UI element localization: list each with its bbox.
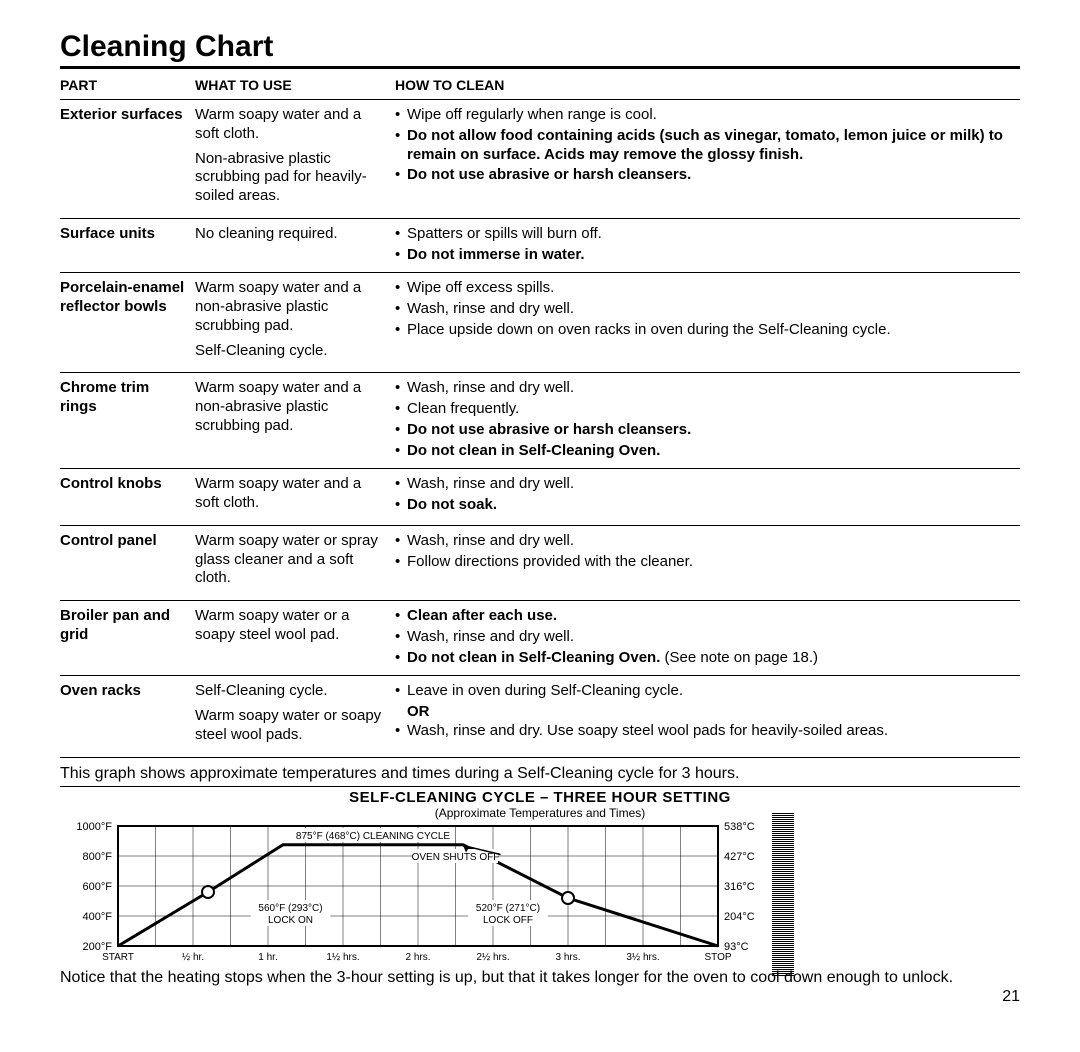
cell-part: Chrome trim rings: [60, 373, 195, 469]
table-row: Surface unitsNo cleaning required.Spatte…: [60, 218, 1020, 273]
svg-text:800°F: 800°F: [83, 851, 113, 863]
cell-use: Warm soapy water or a soapy steel wool p…: [195, 601, 395, 676]
table-row: Exterior surfacesWarm soapy water and a …: [60, 100, 1020, 219]
svg-text:3½ hrs.: 3½ hrs.: [626, 952, 659, 963]
svg-text:OVEN SHUTS OFF: OVEN SHUTS OFF: [412, 852, 500, 863]
svg-text:LOCK ON: LOCK ON: [268, 915, 313, 926]
cell-use: No cleaning required.: [195, 218, 395, 273]
svg-text:2 hrs.: 2 hrs.: [405, 952, 430, 963]
cell-part: Surface units: [60, 218, 195, 273]
svg-text:3 hrs.: 3 hrs.: [555, 952, 580, 963]
graph-intro: This graph shows approximate temperature…: [60, 764, 1020, 784]
cell-how: Wash, rinse and dry well.Follow directio…: [395, 525, 1020, 600]
cell-how: Wipe off excess spills.Wash, rinse and d…: [395, 273, 1020, 373]
svg-text:538°C: 538°C: [724, 822, 755, 833]
cell-part: Oven racks: [60, 676, 195, 757]
cell-part: Control knobs: [60, 469, 195, 526]
svg-text:1 hr.: 1 hr.: [258, 952, 277, 963]
graph-footnote: Notice that the heating stops when the 3…: [60, 968, 1020, 988]
table-row: Porcelain-enamel reflector bowlsWarm soa…: [60, 273, 1020, 373]
graph-subtitle: (Approximate Temperatures and Times): [60, 806, 1020, 820]
svg-text:1½ hrs.: 1½ hrs.: [326, 952, 359, 963]
cell-how: Wipe off regularly when range is cool.Do…: [395, 100, 1020, 219]
svg-text:875°F (468°C) CLEANING CYCLE: 875°F (468°C) CLEANING CYCLE: [296, 831, 450, 842]
cell-how: Wash, rinse and dry well.Clean frequentl…: [395, 373, 1020, 469]
page-edge-texture: [772, 812, 794, 976]
svg-text:400°F: 400°F: [83, 911, 113, 923]
svg-text:1000°F: 1000°F: [76, 822, 112, 833]
svg-text:½ hr.: ½ hr.: [182, 952, 204, 963]
col-part: PART: [60, 73, 195, 100]
cell-use: Self-Cleaning cycle.Warm soapy water or …: [195, 676, 395, 757]
cell-use: Warm soapy water and a soft cloth.: [195, 469, 395, 526]
cleaning-chart-table: PART WHAT TO USE HOW TO CLEAN Exterior s…: [60, 73, 1020, 758]
svg-text:520°F (271°C): 520°F (271°C): [476, 903, 540, 914]
table-row: Control panelWarm soapy water or spray g…: [60, 525, 1020, 600]
table-row: Chrome trim ringsWarm soapy water and a …: [60, 373, 1020, 469]
self-clean-chart: 1000°F800°F600°F400°F200°F538°C427°C316°…: [60, 822, 768, 966]
cell-use: Warm soapy water and a non-abrasive plas…: [195, 373, 395, 469]
page-number: 21: [60, 988, 1020, 1006]
table-row: Control knobsWarm soapy water and a soft…: [60, 469, 1020, 526]
graph-title: SELF-CLEANING CYCLE – THREE HOUR SETTING: [60, 786, 1020, 806]
svg-text:2½ hrs.: 2½ hrs.: [476, 952, 509, 963]
svg-text:START: START: [102, 952, 134, 963]
col-use: WHAT TO USE: [195, 73, 395, 100]
svg-text:427°C: 427°C: [724, 851, 755, 863]
cell-part: Exterior surfaces: [60, 100, 195, 219]
cell-part: Porcelain-enamel reflector bowls: [60, 273, 195, 373]
svg-text:600°F: 600°F: [83, 881, 113, 893]
cell-how: Leave in oven during Self-Cleaning cycle…: [395, 676, 1020, 757]
cell-part: Broiler pan and grid: [60, 601, 195, 676]
table-row: Oven racksSelf-Cleaning cycle.Warm soapy…: [60, 676, 1020, 757]
svg-text:316°C: 316°C: [724, 881, 755, 893]
cell-use: Warm soapy water and a soft cloth.Non-ab…: [195, 100, 395, 219]
table-row: Broiler pan and gridWarm soapy water or …: [60, 601, 1020, 676]
cell-how: Spatters or spills will burn off.Do not …: [395, 218, 1020, 273]
svg-text:204°C: 204°C: [724, 911, 755, 923]
svg-text:LOCK OFF: LOCK OFF: [483, 915, 533, 926]
cell-part: Control panel: [60, 525, 195, 600]
cell-how: Wash, rinse and dry well.Do not soak.: [395, 469, 1020, 526]
col-how: HOW TO CLEAN: [395, 73, 1020, 100]
page-title: Cleaning Chart: [60, 30, 1020, 69]
svg-text:STOP: STOP: [704, 952, 731, 963]
cell-use: Warm soapy water or spray glass cleaner …: [195, 525, 395, 600]
cell-how: Clean after each use.Wash, rinse and dry…: [395, 601, 1020, 676]
svg-text:560°F (293°C): 560°F (293°C): [258, 903, 322, 914]
cell-use: Warm soapy water and a non-abrasive plas…: [195, 273, 395, 373]
